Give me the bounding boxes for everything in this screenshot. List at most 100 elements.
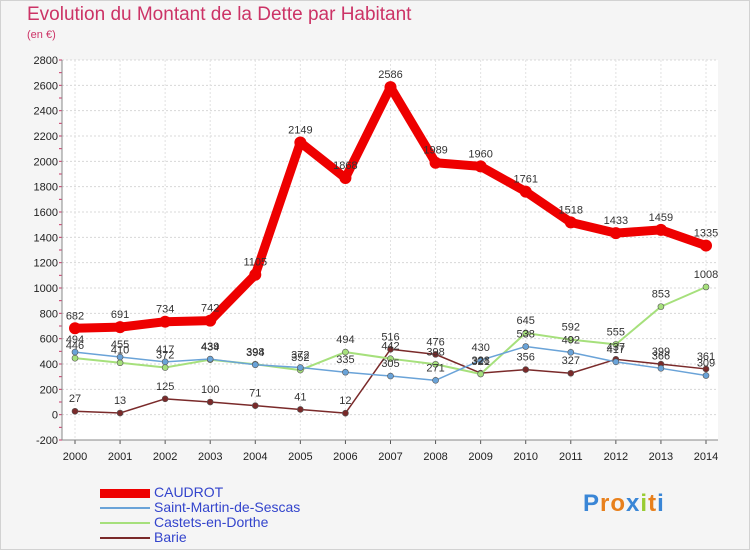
data-label: 41 bbox=[294, 391, 306, 403]
data-label: 853 bbox=[652, 289, 670, 301]
data-label: 734 bbox=[156, 304, 174, 316]
data-point bbox=[477, 356, 484, 364]
series-lines-layer bbox=[69, 81, 712, 417]
data-point bbox=[71, 407, 79, 415]
data-label: 1868 bbox=[333, 160, 357, 172]
data-point bbox=[116, 409, 124, 417]
data-point bbox=[612, 358, 620, 366]
data-point bbox=[700, 239, 712, 252]
y-tick-label: 2800 bbox=[34, 55, 58, 67]
data-point bbox=[249, 268, 262, 281]
y-tick-label: 2000 bbox=[34, 156, 58, 168]
data-label: 399 bbox=[652, 346, 670, 358]
data-point bbox=[116, 359, 124, 367]
x-tick-label: 2013 bbox=[649, 451, 673, 463]
data-label: 372 bbox=[291, 350, 309, 362]
data-point bbox=[522, 329, 530, 337]
data-label: 682 bbox=[66, 310, 84, 322]
x-tick-label: 2011 bbox=[559, 451, 583, 463]
x-tick-label: 2006 bbox=[333, 451, 357, 463]
legend-swatch bbox=[100, 507, 150, 509]
data-label: 394 bbox=[246, 347, 264, 359]
data-point bbox=[384, 81, 397, 94]
data-label: 328 bbox=[471, 355, 489, 367]
data-label: 555 bbox=[607, 326, 625, 338]
data-label: 356 bbox=[517, 352, 535, 364]
data-point bbox=[339, 172, 352, 185]
data-point bbox=[71, 354, 79, 362]
data-point bbox=[567, 336, 575, 343]
logo-letter: P bbox=[583, 490, 601, 517]
x-tick-label: 2012 bbox=[604, 451, 628, 463]
data-label: 1105 bbox=[243, 257, 267, 269]
data-label: 492 bbox=[562, 334, 580, 346]
data-label: 125 bbox=[156, 381, 174, 393]
data-point bbox=[71, 348, 79, 356]
data-point bbox=[297, 364, 304, 371]
data-label: 446 bbox=[66, 340, 84, 352]
logo-letter: t bbox=[648, 490, 658, 517]
x-tick-label: 2010 bbox=[513, 451, 537, 463]
data-label: 417 bbox=[607, 344, 625, 356]
y-tick-label: 400 bbox=[40, 359, 58, 371]
data-point bbox=[161, 364, 169, 371]
data-label: 1989 bbox=[423, 145, 447, 157]
chart-subtitle: (en €) bbox=[27, 29, 56, 41]
data-point bbox=[567, 349, 575, 356]
data-label: 592 bbox=[562, 322, 580, 334]
data-label: 1518 bbox=[559, 204, 583, 216]
data-label: 27 bbox=[69, 393, 81, 405]
data-label: 12 bbox=[339, 395, 351, 407]
data-label: 71 bbox=[249, 388, 261, 400]
data-point bbox=[612, 341, 620, 348]
logo-letter: x bbox=[626, 490, 641, 517]
x-tick-label: 2004 bbox=[243, 451, 267, 463]
data-label: 1433 bbox=[604, 215, 628, 227]
data-label: 309 bbox=[697, 358, 715, 370]
data-label: 100 bbox=[201, 384, 219, 396]
data-point bbox=[522, 366, 530, 373]
data-point bbox=[474, 160, 487, 173]
data-label: 742 bbox=[201, 303, 219, 315]
legend-label: Barie bbox=[154, 529, 187, 545]
data-label: 327 bbox=[562, 355, 580, 367]
data-label: 1459 bbox=[649, 212, 673, 224]
y-tick-label: 1000 bbox=[34, 283, 58, 295]
data-label: 321 bbox=[471, 356, 489, 368]
data-label: 430 bbox=[471, 342, 489, 354]
data-point bbox=[432, 351, 439, 358]
data-point bbox=[432, 360, 439, 368]
data-point bbox=[116, 353, 124, 361]
data-point bbox=[294, 136, 307, 149]
data-point bbox=[564, 216, 577, 229]
data-label: 398 bbox=[246, 346, 264, 358]
axes-layer: -200 0 200 400 600 800 1000 1200 1400 1600 1800 200… bbox=[34, 55, 719, 463]
data-label: 2149 bbox=[288, 124, 312, 136]
data-label: 1008 bbox=[694, 269, 718, 281]
data-point bbox=[204, 314, 217, 327]
data-label: 271 bbox=[426, 362, 444, 374]
y-tick-label: 1400 bbox=[34, 232, 58, 244]
data-label: 516 bbox=[381, 331, 399, 343]
y-tick-label: 2200 bbox=[34, 131, 58, 143]
data-label: 1960 bbox=[468, 148, 492, 160]
data-point bbox=[567, 369, 575, 377]
data-label: 13 bbox=[114, 395, 126, 407]
y-tick-label: 600 bbox=[40, 334, 58, 346]
x-tick-label: 2000 bbox=[63, 451, 87, 463]
data-label: 417 bbox=[156, 344, 174, 356]
data-point bbox=[69, 322, 81, 335]
x-tick-label: 2008 bbox=[423, 451, 447, 463]
data-label: 335 bbox=[336, 354, 354, 366]
data-point bbox=[609, 227, 622, 240]
data-label: 352 bbox=[291, 352, 309, 364]
data-point bbox=[657, 365, 665, 372]
logo-letter: r bbox=[600, 490, 611, 517]
data-label: 494 bbox=[66, 334, 84, 346]
data-point bbox=[387, 372, 394, 380]
data-point bbox=[342, 368, 349, 376]
x-tick-label: 2002 bbox=[153, 451, 177, 463]
x-tick-label: 2001 bbox=[108, 451, 132, 463]
data-label: 455 bbox=[111, 339, 129, 351]
data-label: 372 bbox=[156, 350, 174, 362]
